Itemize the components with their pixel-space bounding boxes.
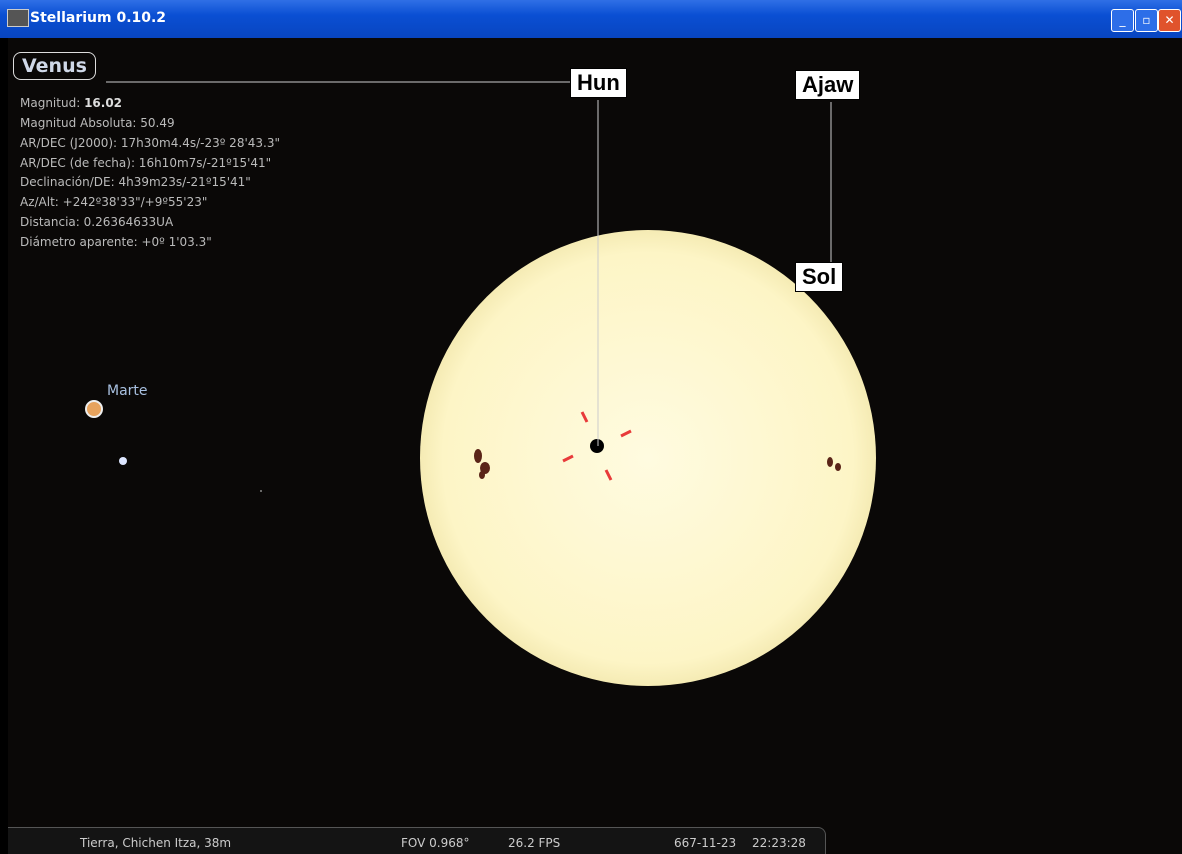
star[interactable] (260, 490, 262, 492)
info-line: AR/DEC (de fecha): 16h10m7s/-21º15'41" (20, 156, 271, 170)
date: 667-11-23 (674, 836, 736, 850)
label-hun: Hun (570, 68, 627, 98)
info-label: Magnitud: (20, 96, 80, 110)
venus-dot[interactable] (590, 439, 604, 453)
sky-graphics (0, 0, 1182, 854)
sun-disk[interactable] (420, 230, 876, 686)
info-line: Diámetro aparente: +0º 1'03.3" (20, 235, 212, 249)
info-line: Magnitud: 16.02 (20, 96, 122, 110)
info-line: Declinación/DE: 4h39m23s/-21º15'41" (20, 175, 251, 189)
location: Tierra, Chichen Itza, 38m (80, 836, 231, 850)
fov: FOV 0.968° (401, 836, 470, 850)
info-line: AR/DEC (J2000): 17h30m4.4s/-23º 28'43.3" (20, 136, 280, 150)
status-bar: Tierra, Chichen Itza, 38m FOV 0.968° 26.… (8, 827, 826, 854)
mars-label: Marte (107, 383, 148, 399)
info-line: Magnitud Absoluta: 50.49 (20, 116, 175, 130)
stellarium-window: Stellarium 0.10.2 _ ▫ ✕ Venus Magni (0, 0, 1182, 854)
label-ajaw: Ajaw (795, 70, 860, 100)
mars[interactable] (86, 401, 102, 417)
info-line: Az/Alt: +242º38'33"/+9º55'23" (20, 195, 207, 209)
info-value: 16.02 (84, 96, 122, 110)
fps: 26.2 FPS (508, 836, 560, 850)
object-name: Venus (13, 52, 96, 80)
time: 22:23:28 (752, 836, 806, 850)
info-line: Distancia: 0.26364633UA (20, 215, 173, 229)
label-sol: Sol (795, 262, 843, 292)
star[interactable] (119, 457, 127, 465)
